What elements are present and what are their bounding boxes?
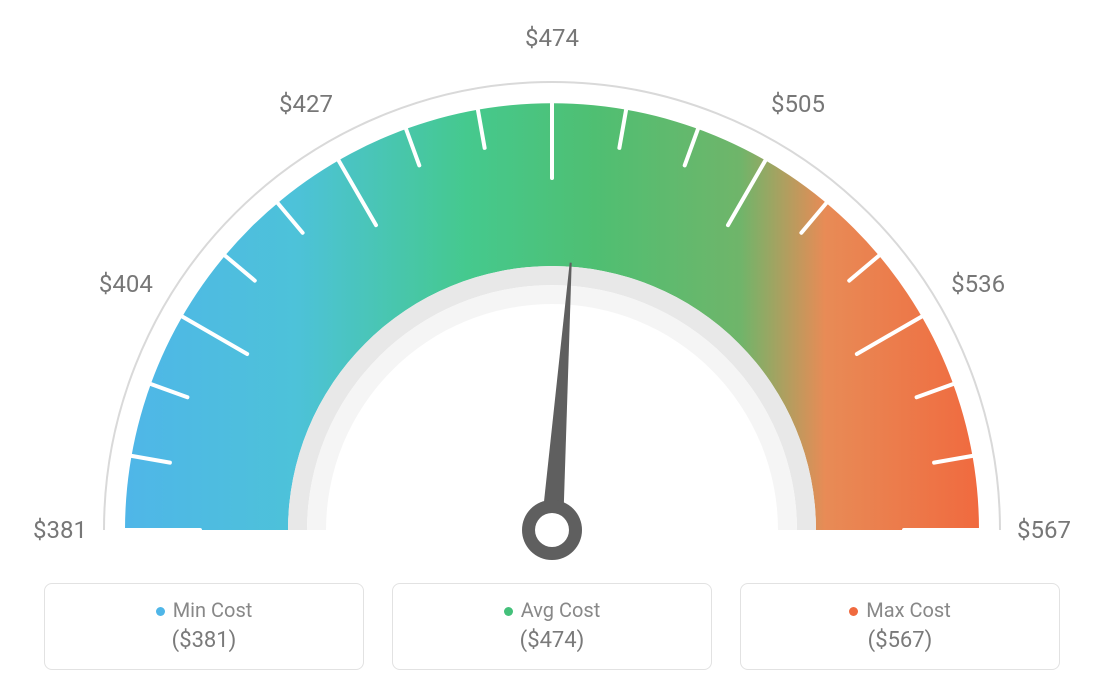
legend-title: Min Cost bbox=[55, 598, 353, 622]
legend-value: ($381) bbox=[55, 628, 353, 653]
legend-value: ($474) bbox=[403, 628, 701, 653]
gauge-tick-label: $474 bbox=[525, 24, 579, 52]
gauge-tick-label: $427 bbox=[279, 90, 333, 118]
gauge-tick-label: $505 bbox=[771, 90, 825, 118]
legend-title: Max Cost bbox=[751, 598, 1049, 622]
legend-title-text: Avg Cost bbox=[521, 598, 601, 622]
legend-title-text: Min Cost bbox=[173, 598, 253, 622]
legend-row: Min Cost ($381) Avg Cost ($474) Max Cost ($56… bbox=[0, 583, 1104, 670]
legend-value: ($567) bbox=[751, 628, 1049, 653]
legend-dot bbox=[849, 607, 858, 616]
gauge-chart: $381 $404 $427 $474 $505 $536 $567 bbox=[0, 0, 1104, 560]
gauge-tick-label: $381 bbox=[33, 516, 87, 544]
legend-dot bbox=[156, 607, 165, 616]
gauge-svg bbox=[0, 0, 1104, 560]
legend-title-text: Max Cost bbox=[866, 598, 951, 622]
chart-container: $381 $404 $427 $474 $505 $536 $567 Min Cost ($3… bbox=[0, 0, 1104, 690]
legend-card-0: Min Cost ($381) bbox=[44, 583, 364, 670]
legend-title: Avg Cost bbox=[403, 598, 701, 622]
gauge-tick-label: $536 bbox=[951, 270, 1005, 298]
gauge-tick-label: $567 bbox=[1017, 516, 1071, 544]
legend-dot bbox=[504, 607, 513, 616]
gauge-tick-label: $404 bbox=[99, 270, 153, 298]
legend-card-1: Avg Cost ($474) bbox=[392, 583, 712, 670]
legend-card-2: Max Cost ($567) bbox=[740, 583, 1060, 670]
